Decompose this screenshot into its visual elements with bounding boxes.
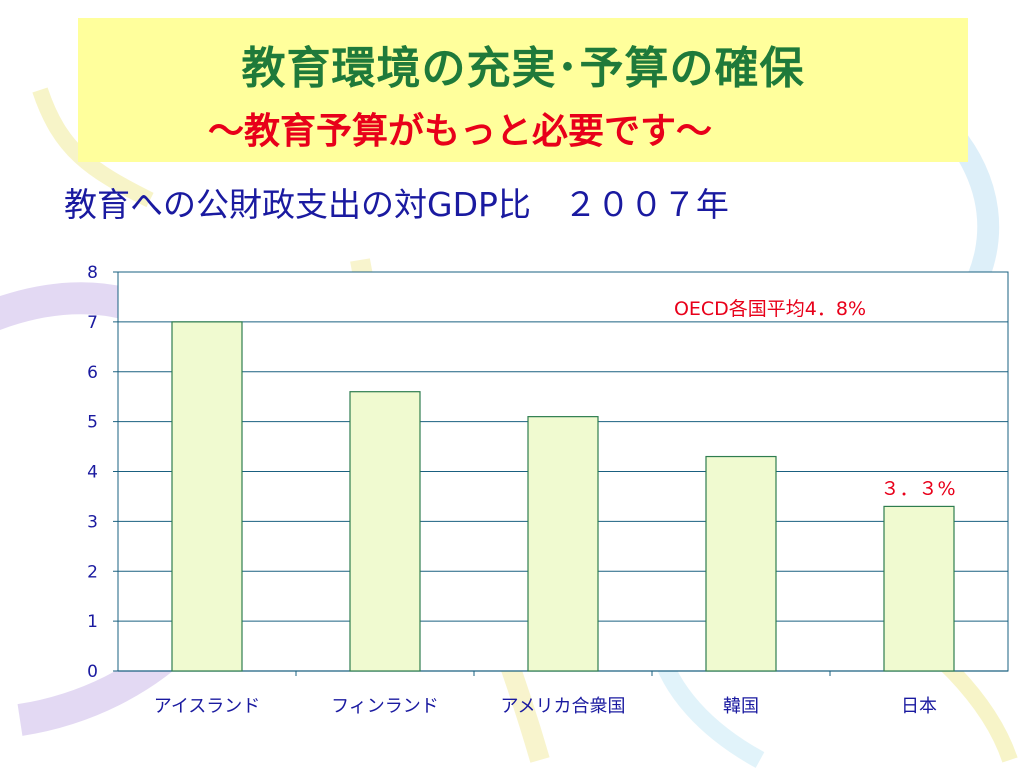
bar [883, 505, 955, 672]
bar [705, 455, 777, 672]
chart-heading: 教育への公財政支出の対GDP比 ２００７年 [64, 185, 729, 224]
bar [527, 416, 599, 672]
slide-subtitle: ～教育予算がもっと必要です～ [208, 111, 713, 152]
y-tick-label: 5 [87, 413, 98, 433]
bar [171, 321, 243, 672]
y-tick-label: 3 [87, 512, 98, 532]
slide-title: 教育環境の充実･予算の確保 [241, 43, 805, 94]
y-tick-label: 8 [87, 263, 98, 283]
title-banner: 教育環境の充実･予算の確保 ～教育予算がもっと必要です～ [78, 18, 968, 162]
y-tick-label: 0 [87, 662, 98, 682]
x-tick-label: アメリカ合衆国 [500, 696, 625, 717]
x-tick-label: 日本 [901, 696, 937, 717]
japan-value-annotation: ３．３% [880, 478, 955, 500]
x-tick-label: アイスランド [154, 696, 261, 717]
y-tick-label: 6 [87, 363, 98, 383]
y-tick-label: 2 [87, 562, 98, 582]
y-tick-label: 4 [87, 463, 98, 483]
bar [349, 391, 421, 672]
y-tick-label: 1 [87, 612, 98, 632]
x-tick-label: 韓国 [723, 696, 759, 717]
x-tick-label: フィンランド [331, 696, 439, 717]
oecd-average-annotation: OECD各国平均4．8% [674, 298, 866, 320]
y-tick-label: 7 [87, 313, 98, 333]
